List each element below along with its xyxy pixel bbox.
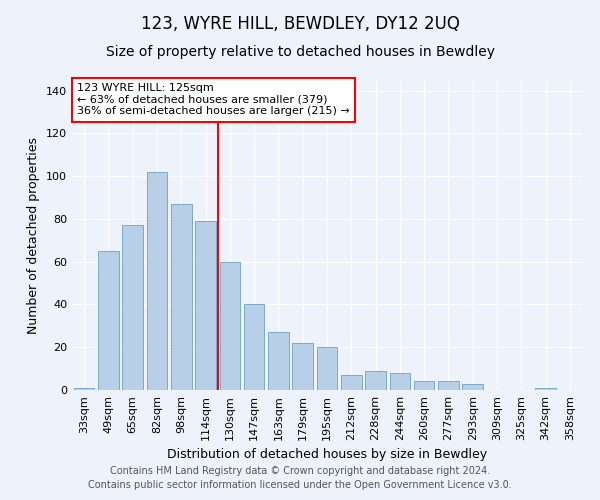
Bar [244,304,265,390]
Bar [74,388,94,390]
Y-axis label: Number of detached properties: Number of detached properties [28,136,40,334]
Bar [438,382,459,390]
Text: 123 WYRE HILL: 125sqm
← 63% of detached houses are smaller (379)
36% of semi-det: 123 WYRE HILL: 125sqm ← 63% of detached … [77,83,350,116]
Bar [220,262,240,390]
X-axis label: Distribution of detached houses by size in Bewdley: Distribution of detached houses by size … [167,448,487,462]
Bar [268,332,289,390]
Text: 123, WYRE HILL, BEWDLEY, DY12 2UQ: 123, WYRE HILL, BEWDLEY, DY12 2UQ [140,15,460,33]
Text: Contains HM Land Registry data © Crown copyright and database right 2024.
Contai: Contains HM Land Registry data © Crown c… [88,466,512,490]
Bar [171,204,191,390]
Bar [98,251,119,390]
Bar [195,221,216,390]
Bar [146,172,167,390]
Text: Size of property relative to detached houses in Bewdley: Size of property relative to detached ho… [106,45,494,59]
Bar [341,375,362,390]
Bar [535,388,556,390]
Bar [317,347,337,390]
Bar [389,373,410,390]
Bar [414,382,434,390]
Bar [463,384,483,390]
Bar [122,226,143,390]
Bar [292,343,313,390]
Bar [365,371,386,390]
